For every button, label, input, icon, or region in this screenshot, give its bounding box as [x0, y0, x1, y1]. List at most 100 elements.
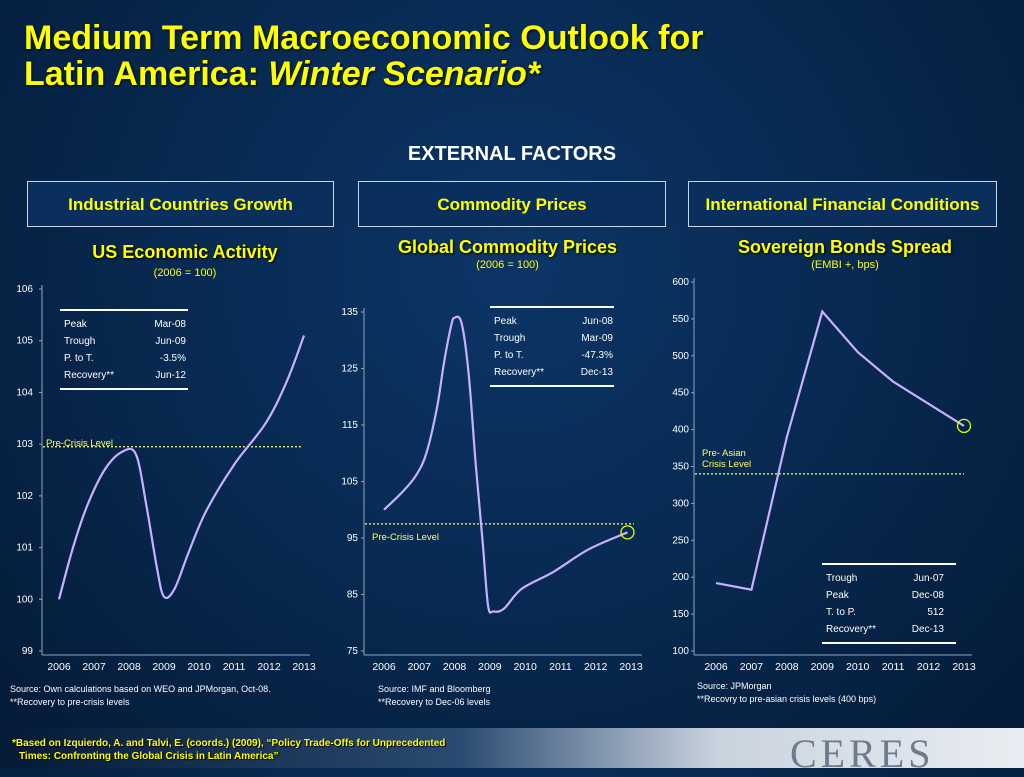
table-row-label: Trough [494, 333, 525, 344]
x-tick-label: 2011 [882, 661, 905, 673]
title-prefix: Latin America: [24, 55, 259, 93]
x-tick-label: 2008 [443, 661, 467, 673]
y-tick-label: 135 [341, 307, 358, 318]
y-tick-label: 125 [341, 364, 358, 375]
reference-line-label: Pre-Crisis Level [372, 532, 439, 543]
factor-box-financial-conditions: International Financial Conditions [688, 181, 997, 227]
title-italic: Winter Scenario* [268, 55, 541, 93]
title-line-2: Latin America: Winter Scenario* [24, 55, 540, 93]
chart3-source: Source: JPMorgan [697, 681, 772, 691]
section-heading: EXTERNAL FACTORS [407, 143, 617, 165]
y-tick-label: 102 [16, 491, 33, 502]
y-tick-label: 104 [16, 387, 33, 398]
chart2-note: **Recovery to Dec-06 levels [378, 697, 491, 707]
table-row-value: Dec-13 [581, 367, 614, 378]
x-tick-label: 2013 [292, 661, 316, 673]
y-tick-label: 99 [22, 646, 34, 657]
x-tick-label: 2013 [952, 661, 976, 673]
y-tick-label: 105 [16, 336, 33, 347]
page-title: Medium Term Macroeconomic Outlook for La… [24, 20, 703, 92]
recovery-marker [620, 525, 635, 540]
x-tick-label: 2007 [740, 661, 764, 673]
x-tick-label: 2010 [846, 661, 870, 673]
series-line [383, 315, 628, 614]
chart1-source-block: Source: Own calculations based on WEO an… [10, 683, 271, 709]
footer-band [0, 728, 1024, 768]
y-tick-label: 106 [16, 284, 33, 295]
table-row-label: Recovery** [494, 367, 544, 378]
table-row-label: Peak [826, 590, 850, 601]
y-tick-label: 105 [341, 477, 358, 488]
x-tick-label: 2013 [619, 661, 643, 673]
chart2-source-block: Source: IMF and Bloomberg **Recovery to … [378, 683, 491, 709]
table-row-value: 512 [927, 607, 944, 618]
table-row-value: Dec-13 [912, 624, 945, 635]
x-tick-label: 2012 [257, 661, 281, 673]
table-row-label: Peak [64, 319, 88, 330]
y-tick-label: 115 [342, 420, 358, 431]
x-tick-label: 2012 [917, 661, 941, 673]
title-line-1: Medium Term Macroeconomic Outlook for [24, 19, 704, 57]
table-row-value: Dec-08 [912, 590, 945, 601]
x-tick-label: 2009 [478, 661, 502, 673]
chart2-subtitle: (2006 = 100) [476, 259, 539, 271]
table-row-label: Peak [494, 316, 518, 327]
table-row-label: Recovery** [64, 370, 114, 381]
y-tick-label: 95 [347, 533, 359, 544]
footnote: *Based on Izquierdo, A. and Talvi, E. (c… [12, 737, 445, 763]
y-tick-label: 450 [672, 388, 689, 399]
series-line [57, 335, 306, 600]
chart1-source: Source: Own calculations based on WEO an… [10, 684, 271, 694]
factor-box-commodity-prices: Commodity Prices [358, 181, 666, 227]
chart3-subtitle: (EMBI +, bps) [811, 259, 879, 271]
table-row-value: Jun-07 [913, 573, 944, 584]
x-tick-label: 2006 [47, 661, 71, 673]
table-row-label: Trough [826, 573, 857, 584]
x-tick-label: 2009 [811, 661, 835, 673]
y-tick-label: 550 [672, 314, 689, 325]
x-tick-label: 2007 [82, 661, 106, 673]
x-tick-label: 2010 [513, 661, 537, 673]
x-tick-label: 2006 [704, 661, 728, 673]
x-tick-label: 2006 [372, 661, 396, 673]
ceres-logo: CERES [790, 731, 935, 776]
chart1-note: **Recovery to pre-crisis levels [10, 697, 130, 707]
table-row-value: Jun-12 [155, 370, 186, 381]
x-tick-label: 2007 [408, 661, 432, 673]
y-tick-label: 250 [672, 535, 689, 546]
y-tick-label: 101 [16, 543, 33, 554]
chart3-source-block: Source: JPMorgan **Recovry to pre-asian … [697, 680, 876, 706]
chart1-subtitle: (2006 = 100) [153, 267, 217, 279]
table-row-value: -3.5% [160, 353, 186, 364]
table-row-value: Mar-08 [154, 319, 186, 330]
table-row-value: Jun-09 [155, 336, 186, 347]
y-tick-label: 100 [16, 594, 33, 605]
factor-box-industrial-growth: Industrial Countries Growth [27, 181, 334, 227]
table-row-label: Recovery** [826, 624, 876, 635]
recovery-marker [956, 418, 972, 434]
x-tick-label: 2011 [549, 661, 572, 673]
reference-line-label-part: Crisis Level [702, 459, 751, 470]
y-tick-label: 600 [672, 277, 689, 288]
x-tick-label: 2011 [223, 661, 246, 673]
chart3-note: **Recovry to pre-asian crisis levels (40… [697, 694, 877, 704]
y-tick-label: 500 [672, 351, 689, 362]
x-tick-label: 2010 [187, 661, 211, 673]
x-tick-label: 2008 [775, 661, 799, 673]
footnote-line-1: *Based on Izquierdo, A. and Talvi, E. (c… [12, 738, 446, 749]
table-row-label: P. to T. [64, 353, 94, 364]
table-row-value: Mar-09 [581, 333, 613, 344]
y-tick-label: 100 [672, 646, 689, 657]
y-tick-label: 400 [672, 425, 689, 436]
table-row-value: Jun-08 [582, 316, 613, 327]
y-tick-label: 200 [672, 572, 689, 583]
table-row-value: -47.3% [581, 350, 613, 361]
x-tick-label: 2009 [152, 661, 176, 673]
y-tick-label: 350 [672, 462, 689, 473]
footnote-line-2: Times: Confronting the Global Crisis in … [19, 751, 279, 762]
table-row-label: P. to T. [494, 350, 524, 361]
y-tick-label: 85 [347, 590, 359, 601]
